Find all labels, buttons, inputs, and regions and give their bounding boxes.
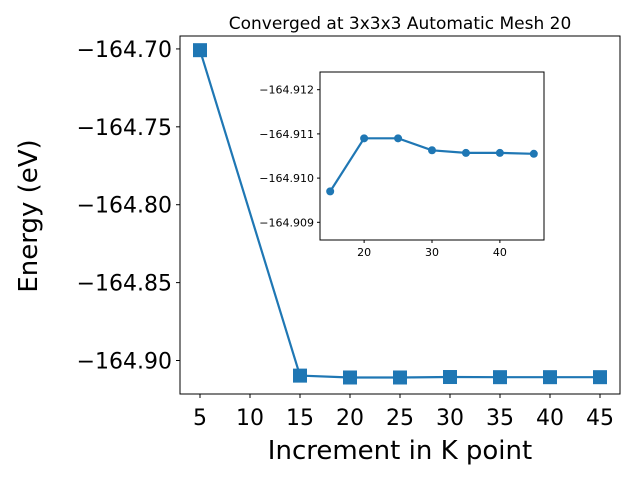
inset-data-point: [360, 134, 369, 143]
x-tick-label: 25: [386, 406, 414, 431]
inset-y-tick-label: −164.910: [259, 172, 314, 185]
inset-data-point: [394, 134, 403, 143]
x-axis-label: Increment in K point: [268, 436, 532, 466]
inset-x-tick-label: 30: [425, 246, 439, 259]
y-tick-label: −164.85: [77, 272, 172, 297]
main-data-point: [193, 43, 207, 58]
main-data-point: [543, 370, 557, 385]
x-tick-label: 10: [236, 406, 264, 431]
x-tick-label: 45: [586, 406, 614, 431]
inset-plot-area: 20 30 40 −164.912 −164.911 −164.910 −164.909: [259, 71, 545, 259]
x-tick-label: 30: [436, 406, 464, 431]
y-axis-label: Energy (eV): [14, 139, 44, 292]
main-data-point: [393, 370, 407, 385]
main-data-point: [443, 370, 457, 385]
main-data-point: [593, 370, 607, 385]
inset-data-point: [461, 148, 470, 157]
main-plot-area: 5 10 15 20 25 30 35 40 45 −164.70 −164.75 −164.80 −1…: [77, 35, 621, 431]
chart-title: Converged at 3x3x3 Automatic Mesh 20: [229, 14, 572, 34]
inset-y-tick-label: −164.911: [259, 128, 314, 141]
x-tick-label: 5: [193, 406, 207, 431]
inset-data-point: [495, 148, 504, 157]
inset-y-tick-label: −164.909: [259, 216, 314, 229]
x-tick-label: 15: [286, 406, 314, 431]
inset-data-point: [326, 187, 335, 196]
y-tick-label: −164.70: [77, 38, 172, 63]
inset-y-tick-label: −164.912: [259, 84, 314, 97]
inset-data-point: [529, 149, 538, 158]
x-tick-label: 35: [486, 406, 514, 431]
inset-data-point: [428, 146, 436, 155]
y-tick-label: −164.80: [77, 194, 172, 219]
main-axes-frame: [179, 35, 621, 395]
inset-x-tick-label: 40: [493, 246, 507, 259]
main-data-point: [493, 370, 507, 385]
x-tick-label: 20: [336, 406, 364, 431]
main-series-line: [198, 49, 600, 379]
main-data-point: [343, 370, 357, 385]
inset-x-tick-label: 20: [357, 246, 371, 259]
x-tick-label: 40: [536, 406, 564, 431]
y-tick-label: −164.75: [77, 116, 172, 141]
main-data-point: [293, 368, 307, 383]
y-tick-label: −164.90: [77, 350, 172, 375]
